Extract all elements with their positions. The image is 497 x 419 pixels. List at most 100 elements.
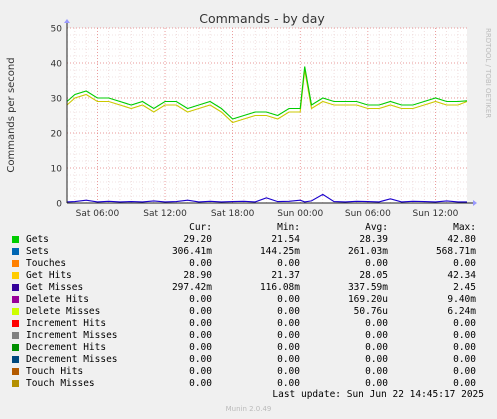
legend-value-max: 42.80 bbox=[447, 234, 476, 245]
legend-value-min: 21.54 bbox=[271, 234, 300, 245]
legend-value-cur: 0.00 bbox=[189, 318, 212, 329]
legend-row: Increment Hits 0.00 0.00 0.00 0.00 bbox=[12, 318, 488, 330]
legend-row: Decrement Hits 0.00 0.00 0.00 0.00 bbox=[12, 342, 488, 354]
legend-series-name: Delete Hits bbox=[26, 294, 89, 305]
series-line bbox=[66, 193, 467, 203]
legend-value-cur: 28.90 bbox=[183, 270, 212, 281]
legend-value-avg: 0.00 bbox=[365, 258, 388, 269]
legend-swatch bbox=[12, 260, 19, 267]
legend-value-cur: 0.00 bbox=[189, 366, 212, 377]
legend-value-avg: 0.00 bbox=[365, 354, 388, 365]
x-tick-label: Sat 06:00 bbox=[76, 209, 120, 219]
legend-swatch bbox=[12, 308, 19, 315]
legend-swatch bbox=[12, 284, 19, 291]
legend-value-max: 0.00 bbox=[453, 378, 476, 389]
grid bbox=[67, 27, 467, 204]
legend-value-avg: 261.03m bbox=[347, 246, 388, 257]
legend-value-max: 9.40m bbox=[447, 294, 476, 305]
legend-value-max: 0.00 bbox=[453, 354, 476, 365]
legend-swatch bbox=[12, 320, 19, 327]
legend-value-avg: 28.39 bbox=[359, 234, 388, 245]
legend-value-max: 0.00 bbox=[453, 318, 476, 329]
legend-value-avg: 28.05 bbox=[359, 270, 388, 281]
x-tick-label: Sat 12:00 bbox=[143, 209, 187, 219]
legend-value-min: 0.00 bbox=[277, 378, 300, 389]
legend-value-cur: 0.00 bbox=[189, 354, 212, 365]
legend-swatch bbox=[12, 248, 19, 255]
legend-series-name: Sets bbox=[26, 246, 49, 257]
legend-value-max: 0.00 bbox=[453, 330, 476, 341]
legend-value-max: 2.45 bbox=[453, 282, 476, 293]
legend-value-cur: 0.00 bbox=[189, 330, 212, 341]
legend-header-max: Max: bbox=[453, 222, 476, 233]
legend-value-cur: 29.20 bbox=[183, 234, 212, 245]
legend-value-min: 21.37 bbox=[271, 270, 300, 281]
legend-value-cur: 0.00 bbox=[189, 306, 212, 317]
legend-swatch bbox=[12, 236, 19, 243]
legend-value-avg: 0.00 bbox=[365, 366, 388, 377]
legend-value-avg: 50.76u bbox=[353, 306, 388, 317]
y-axis-arrow bbox=[64, 19, 70, 23]
legend-value-avg: 169.20u bbox=[347, 294, 388, 305]
y-tick-label: 50 bbox=[51, 25, 63, 35]
legend-swatch bbox=[12, 296, 19, 303]
legend-value-cur: 0.00 bbox=[189, 294, 212, 305]
legend-value-min: 0.00 bbox=[277, 366, 300, 377]
legend-row: Touches 0.00 0.00 0.00 0.00 bbox=[12, 258, 488, 270]
footer-version: Munin 2.0.49 bbox=[225, 405, 272, 413]
legend-value-cur: 306.41m bbox=[171, 246, 212, 257]
legend-value-max: 42.34 bbox=[447, 270, 476, 281]
legend-row: Get Misses 297.42m 116.08m 337.59m 2.45 bbox=[12, 282, 488, 294]
legend-series-name: Touch Misses bbox=[26, 378, 95, 389]
legend-row: Delete Hits 0.00 0.00 169.20u 9.40m bbox=[12, 294, 488, 306]
legend-value-min: 144.25m bbox=[259, 246, 300, 257]
axis-labels: 0 10 20 30 40 50 Sat 06:00 Sat 12:00 Sat 18:00 Su… bbox=[51, 25, 459, 220]
legend-value-cur: 0.00 bbox=[189, 258, 212, 269]
legend-value-min: 0.00 bbox=[277, 294, 300, 305]
legend-value-avg: 0.00 bbox=[365, 330, 388, 341]
legend-value-max: 6.24m bbox=[447, 306, 476, 317]
legend-swatch bbox=[12, 332, 19, 339]
x-tick-label: Sat 18:00 bbox=[211, 209, 255, 219]
legend-row: Touch Misses 0.00 0.00 0.00 0.00 bbox=[12, 378, 488, 390]
series-layer bbox=[66, 66, 468, 203]
legend-row: Decrement Misses 0.00 0.00 0.00 0.00 bbox=[12, 354, 488, 366]
legend-swatch bbox=[12, 272, 19, 279]
legend-value-min: 0.00 bbox=[277, 258, 300, 269]
y-tick-label: 20 bbox=[51, 130, 63, 140]
legend-value-min: 0.00 bbox=[277, 318, 300, 329]
legend-value-max: 0.00 bbox=[453, 342, 476, 353]
legend: Cur: Min: Avg: Max: Gets 29.20 21.54 28.39 4… bbox=[12, 222, 488, 390]
legend-series-name: Increment Hits bbox=[26, 318, 107, 329]
legend-series-name: Delete Misses bbox=[26, 306, 101, 317]
legend-header-avg: Avg: bbox=[365, 222, 388, 233]
legend-series-name: Get Misses bbox=[26, 282, 84, 293]
legend-value-min: 0.00 bbox=[277, 354, 300, 365]
legend-row: Increment Misses 0.00 0.00 0.00 0.00 bbox=[12, 330, 488, 342]
legend-row: Delete Misses 0.00 0.00 50.76u 6.24m bbox=[12, 306, 488, 318]
legend-value-avg: 0.00 bbox=[365, 342, 388, 353]
legend-row: Touch Hits 0.00 0.00 0.00 0.00 bbox=[12, 366, 488, 378]
legend-series-name: Gets bbox=[26, 234, 49, 245]
legend-value-cur: 0.00 bbox=[189, 342, 212, 353]
legend-swatch bbox=[12, 356, 19, 363]
legend-value-avg: 337.59m bbox=[347, 282, 388, 293]
y-tick-label: 40 bbox=[51, 60, 63, 70]
legend-value-min: 0.00 bbox=[277, 306, 300, 317]
legend-value-avg: 0.00 bbox=[365, 318, 388, 329]
axes bbox=[64, 19, 477, 206]
legend-row: Get Hits 28.90 21.37 28.05 42.34 bbox=[12, 270, 488, 282]
y-tick-label: 0 bbox=[56, 200, 62, 210]
y-axis-label: Commands per second bbox=[6, 57, 17, 172]
legend-swatch bbox=[12, 344, 19, 351]
legend-value-min: 0.00 bbox=[277, 342, 300, 353]
series-line bbox=[66, 66, 468, 120]
x-tick-label: Sun 06:00 bbox=[345, 209, 391, 219]
chart-title: Commands - by day bbox=[199, 11, 325, 26]
watermark: RRDTOOL / TOBI OETIKER bbox=[484, 28, 492, 118]
legend-value-min: 116.08m bbox=[259, 282, 300, 293]
legend-series-name: Decrement Hits bbox=[26, 342, 107, 353]
y-tick-label: 30 bbox=[51, 95, 63, 105]
legend-value-min: 0.00 bbox=[277, 330, 300, 341]
legend-series-name: Touches bbox=[26, 258, 67, 269]
